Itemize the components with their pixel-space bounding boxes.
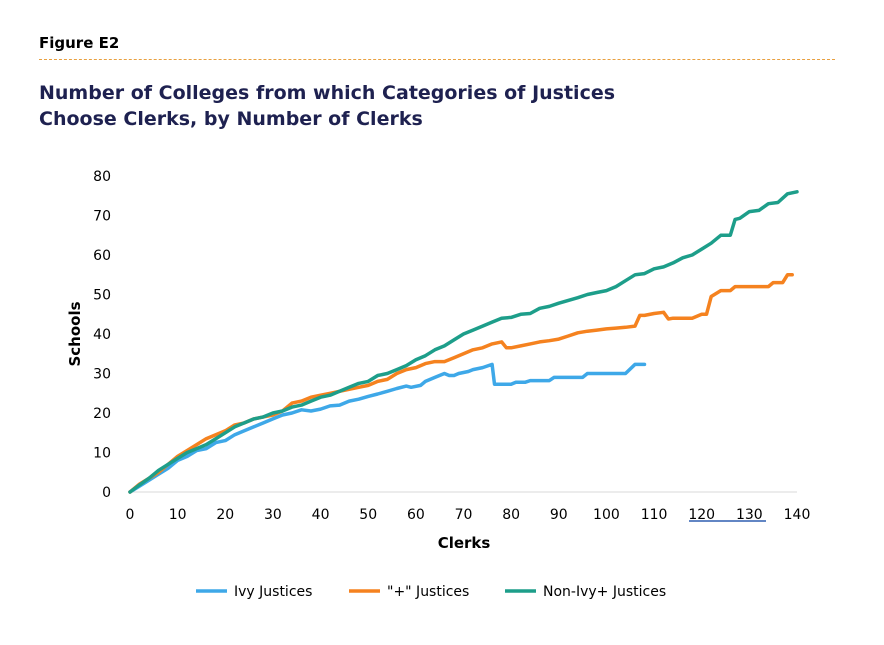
x-tick-label: 90 (550, 507, 568, 523)
y-tick-label: 80 (93, 169, 111, 185)
series-line-3 (128, 190, 799, 494)
legend-label-3: Non-Ivy+ Justices (543, 584, 666, 600)
x-tick-label: 0 (126, 507, 135, 523)
x-tick-label: 40 (312, 507, 330, 523)
legend-label-1: Ivy Justices (234, 584, 312, 600)
y-tick-labels: 0 10 20 30 40 50 60 70 80 (93, 169, 111, 501)
x-tick-label: 70 (455, 507, 473, 523)
x-axis-title: Clerks (438, 534, 491, 552)
x-tick-label: 120 (688, 507, 715, 523)
series-lines (128, 190, 799, 494)
x-tick-label: 130 (736, 507, 763, 523)
series-line-1 (128, 362, 647, 494)
y-tick-label: 10 (93, 446, 111, 462)
x-tick-label: 80 (502, 507, 520, 523)
y-tick-label: 50 (93, 288, 111, 304)
x-tick-label: 110 (641, 507, 668, 523)
legend: Ivy Justices "+" Justices Non-Ivy+ Justice… (196, 584, 666, 600)
x-tick-label: 30 (264, 507, 282, 523)
chart-title: Number of Colleges from which Categories… (39, 80, 615, 132)
x-tick-label: 20 (216, 507, 234, 523)
legend-label-2: "+" Justices (387, 584, 469, 600)
y-tick-label: 60 (93, 248, 111, 264)
series-line-2 (128, 273, 794, 494)
y-tick-label: 0 (102, 485, 111, 501)
x-tick-label: 10 (169, 507, 187, 523)
y-tick-label: 70 (93, 209, 111, 225)
x-tick-labels: 0 10 20 30 40 50 60 70 80 90 100 110 120 130 140 (126, 507, 811, 523)
y-tick-label: 40 (93, 327, 111, 343)
y-tick-label: 30 (93, 367, 111, 383)
x-tick-label: 60 (407, 507, 425, 523)
x-tick-label: 100 (593, 507, 620, 523)
x-tick-label: 140 (784, 507, 811, 523)
x-tick-label: 50 (359, 507, 377, 523)
figure-label: Figure E2 (39, 34, 120, 52)
chart-title-line-2: Choose Clerks, by Number of Clerks (39, 108, 423, 130)
y-axis-title: Schools (66, 301, 84, 366)
y-tick-label: 20 (93, 406, 111, 422)
chart-title-line-1: Number of Colleges from which Categories… (39, 82, 616, 104)
divider (39, 59, 835, 60)
